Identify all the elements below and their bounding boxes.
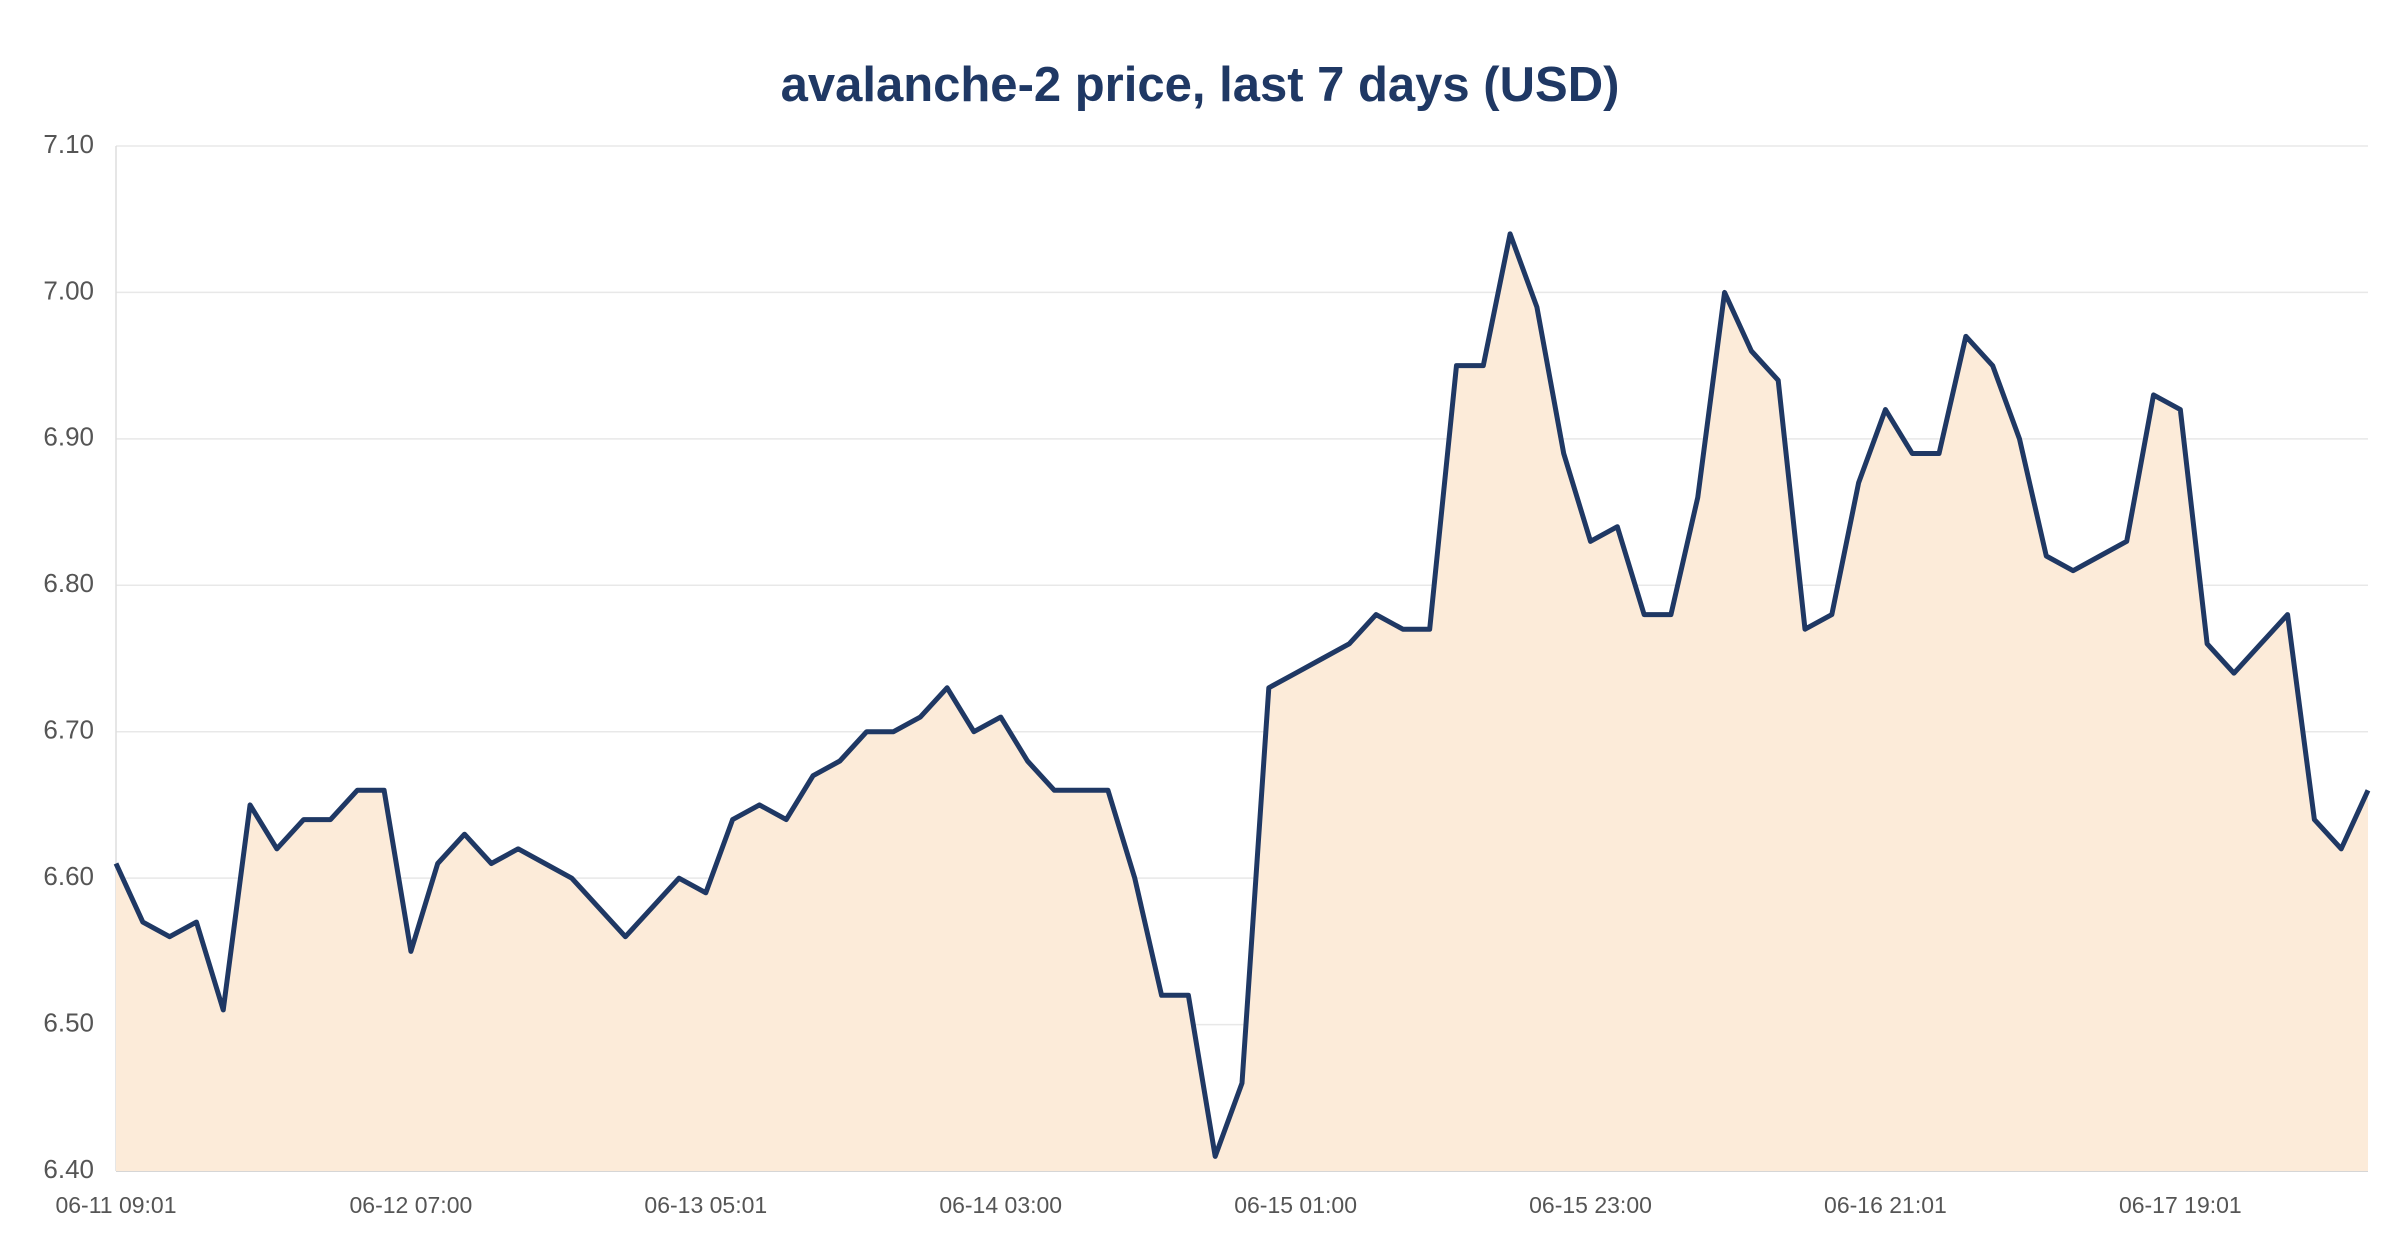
- y-tick-label: 6.50: [43, 1007, 94, 1037]
- x-tick-label: 06-13 05:01: [644, 1192, 767, 1218]
- y-tick-label: 6.40: [43, 1154, 94, 1184]
- y-tick-label: 7.10: [43, 129, 94, 159]
- x-tick-label: 06-15 01:00: [1234, 1192, 1357, 1218]
- y-tick-label: 7.00: [43, 275, 94, 305]
- y-tick-label: 6.80: [43, 568, 94, 598]
- x-tick-label: 06-14 03:00: [939, 1192, 1062, 1218]
- x-tick-label: 06-15 23:00: [1529, 1192, 1652, 1218]
- area-fill: [116, 233, 2368, 1172]
- x-tick-label: 06-11 09:01: [55, 1192, 176, 1218]
- x-tick-label: 06-16 21:01: [1824, 1192, 1947, 1218]
- y-tick-label: 6.90: [43, 422, 94, 452]
- chart-title: avalanche-2 price, last 7 days (USD): [781, 58, 1620, 112]
- price-line: [113, 231, 2371, 1159]
- y-tick-label: 6.70: [43, 715, 94, 745]
- y-tick-label: 6.60: [43, 861, 94, 891]
- x-tick-label: 06-17 19:01: [2119, 1192, 2242, 1218]
- x-tick-label: 06-12 07:00: [350, 1192, 473, 1218]
